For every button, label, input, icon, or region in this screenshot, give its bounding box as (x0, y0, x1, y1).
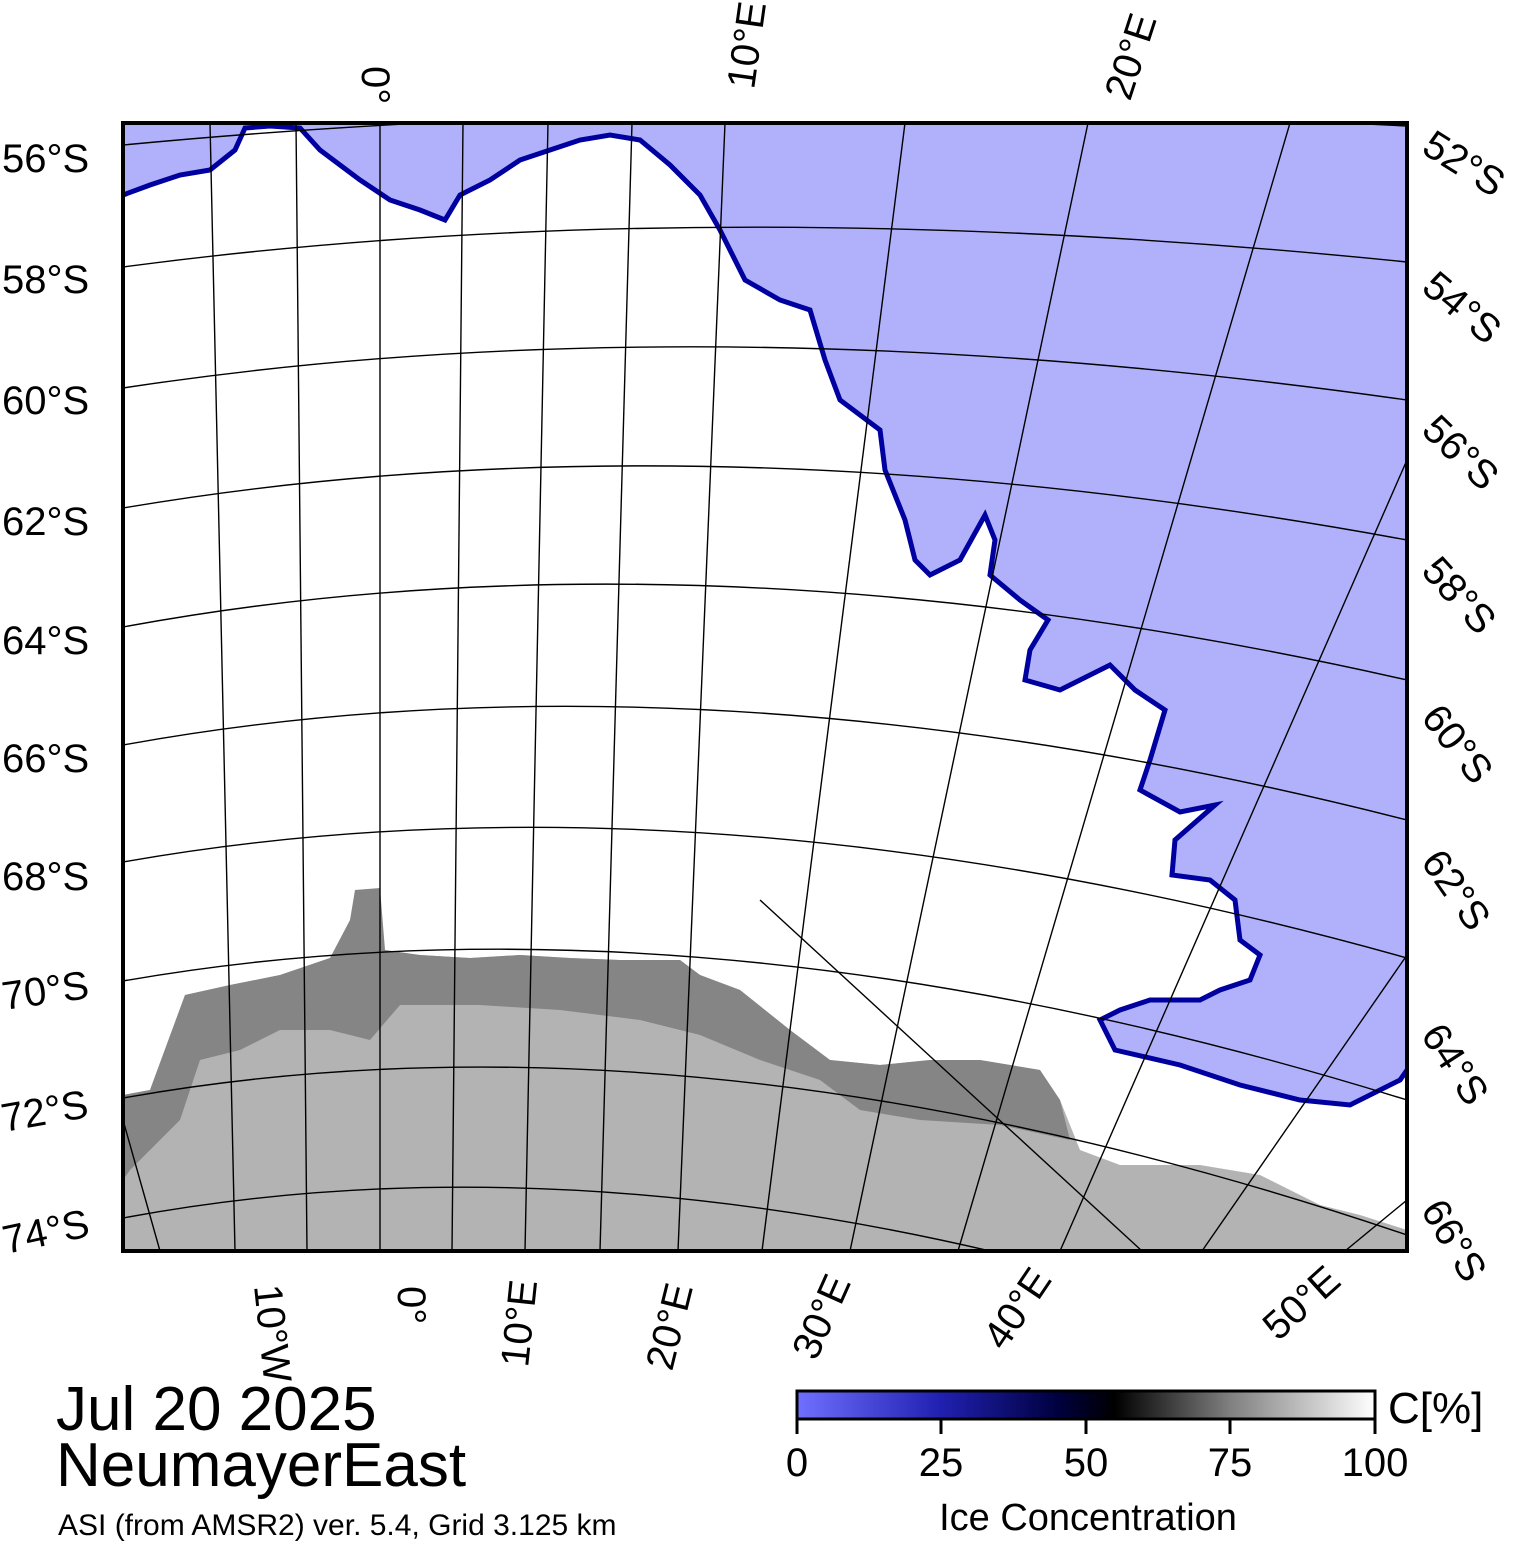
lat-label-left: 64°S (2, 619, 89, 663)
colorbar-tick-label: 25 (918, 1441, 964, 1485)
lat-label-left: 62°S (2, 500, 89, 544)
lat-label-left: 72°S (0, 1082, 91, 1140)
lon-label-bottom: 30°E (784, 1268, 860, 1366)
map-frame-contents (123, 123, 1407, 1251)
lon-label-bottom: 0° (389, 1286, 433, 1324)
map-date: Jul 20 2025 (56, 1375, 377, 1444)
left-latitude-labels: 56°S 58°S 60°S 62°S 64°S 66°S 68°S 70°S … (0, 137, 93, 1263)
lat-label-left: 58°S (2, 258, 89, 302)
lon-label-bottom: 10°W (245, 1282, 299, 1385)
lat-label-right: 52°S (1415, 122, 1512, 206)
antarctic-land (123, 950, 1407, 1251)
ice-edge-line (123, 123, 1407, 1108)
lon-label-bottom: 40°E (975, 1260, 1060, 1357)
lat-label-left: 70°S (0, 963, 92, 1019)
lat-label-right: 64°S (1412, 1016, 1496, 1113)
colorbar-tick-label: 0 (785, 1441, 809, 1485)
lon-label-top: 20°E (1097, 8, 1166, 105)
right-latitude-labels: 52°S 54°S 56°S 58°S 60°S 62°S 64°S 66°S (1412, 122, 1512, 1289)
lat-label-left: 66°S (2, 737, 89, 781)
colorbar-unit-label: C[%] (1388, 1384, 1484, 1433)
colorbar (795, 1389, 1377, 1421)
ice-shelf (123, 888, 1070, 1180)
top-longitude-labels: 0° 10°E 20°E (353, 0, 1165, 105)
lat-label-left: 74°S (0, 1202, 93, 1263)
lon-label-bottom: 50°E (1255, 1258, 1349, 1349)
lat-label-right: 60°S (1413, 696, 1501, 792)
colorbar-tick-label: 100 (1341, 1441, 1409, 1485)
lat-label-left: 60°S (2, 379, 89, 423)
lat-label-left: 56°S (2, 137, 89, 181)
colorbar-tick-label: 50 (1063, 1441, 1109, 1485)
colorbar-title: Ice Concentration (939, 1497, 1237, 1539)
colorbar-tick-marks (795, 1419, 1377, 1434)
map-frame (121, 121, 1409, 1253)
region-name: NeumayerEast (56, 1431, 467, 1500)
lon-label-bottom: 20°E (638, 1279, 702, 1374)
data-source-note: ASI (from AMSR2) ver. 5.4, Grid 3.125 km (58, 1509, 617, 1542)
lat-label-right: 54°S (1414, 263, 1509, 353)
lat-lon-graticule (123, 123, 1407, 1251)
lat-label-left: 68°S (2, 855, 89, 899)
lat-label-right: 66°S (1412, 1192, 1495, 1289)
colorbar-tick-label: 75 (1207, 1441, 1253, 1485)
lat-label-right: 56°S (1414, 407, 1507, 499)
lon-label-top: 0° (353, 66, 397, 104)
lon-label-bottom: 10°E (493, 1278, 546, 1369)
lat-label-right: 62°S (1413, 842, 1499, 939)
lat-label-right: 58°S (1413, 549, 1504, 643)
lon-label-top: 10°E (719, 0, 775, 91)
bottom-longitude-labels: 10°W 0° 10°E 20°E 30°E 40°E 50°E (245, 1258, 1349, 1385)
